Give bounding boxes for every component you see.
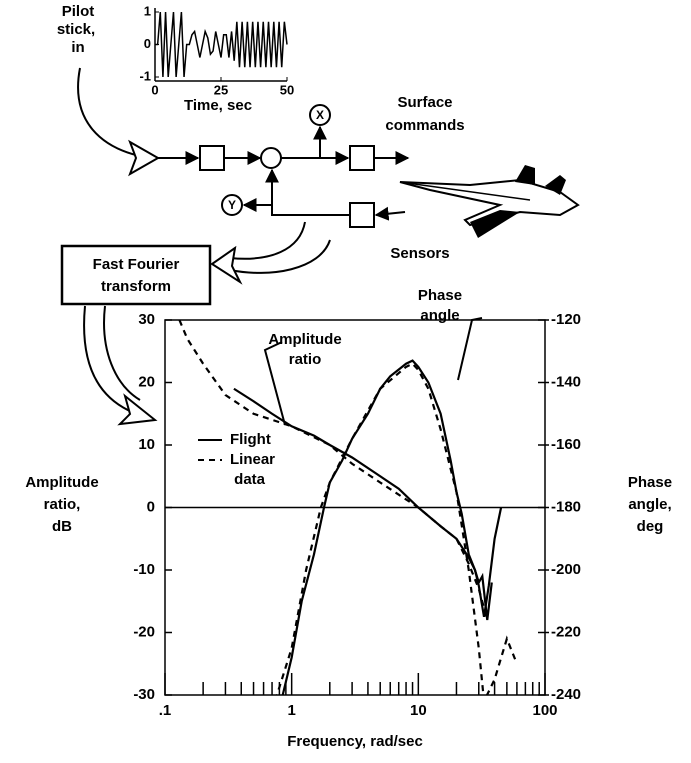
x-tick-label: .1 xyxy=(159,702,172,719)
annotation: Amplitude xyxy=(268,331,341,348)
block xyxy=(349,145,375,171)
signal-line xyxy=(265,168,350,216)
legend-label: Flight xyxy=(230,431,271,448)
x-tick-label: 1 xyxy=(287,702,295,719)
sensors-label: Sensors xyxy=(390,245,449,262)
x-tick-label: 100 xyxy=(532,702,557,719)
airplane-icon xyxy=(399,165,580,238)
node-label: X xyxy=(316,108,324,122)
y-axis-label: ratio, xyxy=(44,496,81,513)
x-tick-label: 0 xyxy=(151,82,158,97)
y-axis-label: dB xyxy=(52,518,72,535)
y-tick-label: 20 xyxy=(138,373,155,390)
y2-tick-label: -160 xyxy=(551,436,581,453)
y-axis-label: Amplitude xyxy=(25,474,98,491)
y-tick-label: 1 xyxy=(144,3,151,18)
input-label: stick, xyxy=(57,21,95,38)
series-line xyxy=(178,320,489,621)
y2-axis-label: deg xyxy=(637,518,664,535)
surface-label: Surface xyxy=(397,94,452,111)
y2-axis-label: angle, xyxy=(628,496,671,513)
series-line xyxy=(281,359,503,695)
signal-line xyxy=(374,206,406,221)
series-line xyxy=(275,362,518,695)
y2-tick-label: -200 xyxy=(551,561,581,578)
flow-arrow xyxy=(229,221,306,260)
node-label: Y xyxy=(228,198,236,212)
output-node xyxy=(221,194,243,216)
flow-arrow xyxy=(229,239,331,274)
fft-label: Fast Fourier xyxy=(93,256,180,273)
y-tick-label: -20 xyxy=(133,623,155,640)
y2-tick-label: -220 xyxy=(551,623,581,640)
input-label: in xyxy=(71,39,84,56)
y-tick-label: -1 xyxy=(139,68,151,83)
y2-tick-label: -120 xyxy=(551,311,581,328)
annotation-leader xyxy=(263,341,286,426)
annotation: angle xyxy=(420,307,459,324)
legend-label: Linear data xyxy=(230,451,275,488)
x-axis-label: Time, sec xyxy=(184,97,252,114)
y2-axis-label: Phase xyxy=(628,474,672,491)
y-tick-label: 10 xyxy=(138,436,155,453)
y2-tick-label: -140 xyxy=(551,373,581,390)
y2-tick-label: -240 xyxy=(551,686,581,703)
y-tick-label: 0 xyxy=(144,36,151,51)
y-tick-label: -10 xyxy=(133,561,155,578)
fft-box xyxy=(60,244,212,306)
output-node xyxy=(309,104,331,126)
y-tick-label: 30 xyxy=(138,311,155,328)
x-axis-label: Frequency, rad/sec xyxy=(287,733,423,750)
block xyxy=(199,145,225,171)
annotation-leader xyxy=(457,317,483,381)
signal-trace xyxy=(155,11,288,78)
annotation: ratio xyxy=(289,351,322,368)
summing-junction xyxy=(260,147,282,169)
surface-label: commands xyxy=(385,117,464,134)
flow-arrow xyxy=(103,305,141,401)
x-tick-label: 10 xyxy=(410,702,427,719)
fft-label: transform xyxy=(101,278,171,295)
x-tick-label: 50 xyxy=(280,82,294,97)
input-label: Pilot xyxy=(62,3,95,20)
plot-area xyxy=(178,320,518,695)
y-tick-label: 0 xyxy=(147,498,155,515)
annotation: Phase xyxy=(418,287,462,304)
flow-arrowhead xyxy=(117,393,158,426)
block xyxy=(349,202,375,228)
y2-tick-label: -180 xyxy=(551,498,581,515)
flow-arrowhead xyxy=(210,245,243,285)
flow-arrow xyxy=(83,305,141,416)
y-tick-label: -30 xyxy=(133,686,155,703)
x-tick-label: 25 xyxy=(214,82,228,97)
flow-arrowhead xyxy=(128,139,161,177)
